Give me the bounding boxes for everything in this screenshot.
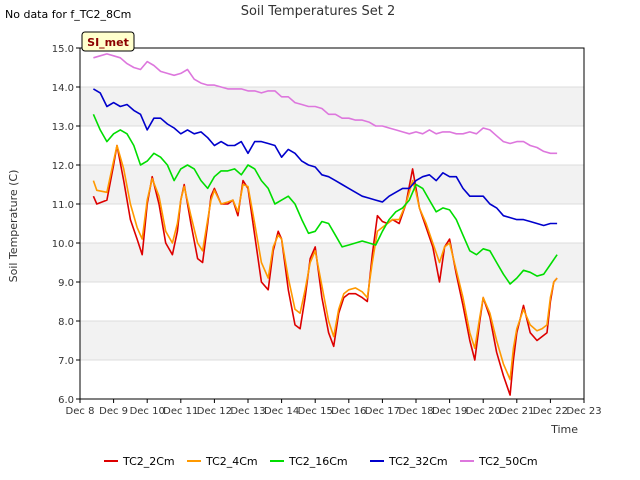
background-band xyxy=(80,87,584,126)
y-tick-label: 11.0 xyxy=(52,200,74,211)
x-tick-label: Dec 9 xyxy=(99,406,128,417)
no-data-notice: No data for f_TC2_8Cm xyxy=(5,8,131,21)
legend-label: TC2_50Cm xyxy=(478,455,538,468)
legend-label: TC2_32Cm xyxy=(388,455,448,468)
site-badge-label: SI_met xyxy=(87,36,129,49)
legend-label: TC2_4Cm xyxy=(205,455,258,468)
series-line-tc2-16cm xyxy=(92,113,558,285)
plot-frame xyxy=(79,47,585,400)
series-line-tc2-50cm xyxy=(93,53,558,155)
x-tick-label: Dec 16 xyxy=(331,406,366,417)
y-axis-ticks: 6.0 7.0 8.0 9.0 10.0 11.0 12.0 13.0 14.0 15.0 xyxy=(52,44,80,406)
background-band xyxy=(80,243,584,282)
x-tick-label: Dec 8 xyxy=(66,406,95,417)
x-tick-label: Dec 18 xyxy=(398,406,433,417)
x-tick-label: Dec 10 xyxy=(130,406,165,417)
y-tick-label: 13.0 xyxy=(52,122,74,133)
y-tick-label: 15.0 xyxy=(52,44,74,55)
y-tick-label: 7.0 xyxy=(58,356,74,367)
x-tick-label: Dec 13 xyxy=(230,406,265,417)
x-tick-label: Dec 11 xyxy=(163,406,198,417)
x-tick-label: Dec 23 xyxy=(566,406,601,417)
legend: TC2_2Cm TC2_4Cm TC2_16Cm TC2_32Cm TC2_50Cm xyxy=(104,455,538,468)
x-tick-label: Dec 21 xyxy=(499,406,534,417)
y-tick-label: 8.0 xyxy=(58,317,74,328)
x-tick-label: Dec 17 xyxy=(365,406,400,417)
x-tick-label: Dec 20 xyxy=(466,406,501,417)
y-tick-label: 14.0 xyxy=(52,83,74,94)
x-tick-label: Dec 12 xyxy=(197,406,232,417)
x-tick-label: Dec 15 xyxy=(298,406,333,417)
series-lines xyxy=(92,53,558,396)
series-line-tc2-32cm xyxy=(92,88,558,227)
x-tick-label: Dec 19 xyxy=(432,406,467,417)
y-tick-label: 9.0 xyxy=(58,278,74,289)
series-line-tc2-4cm xyxy=(92,144,558,381)
site-badge: SI_met xyxy=(81,31,135,52)
background-bands xyxy=(80,87,584,360)
background-band xyxy=(80,165,584,204)
y-tick-label: 6.0 xyxy=(58,395,74,406)
chart-title: Soil Temperatures Set 2 xyxy=(241,4,396,19)
x-tick-label: Dec 14 xyxy=(264,406,299,417)
legend-label: TC2_2Cm xyxy=(122,455,175,468)
x-axis-label: Time xyxy=(550,423,578,436)
y-tick-label: 12.0 xyxy=(52,161,74,172)
y-tick-label: 10.0 xyxy=(52,239,74,250)
y-axis-label: Soil Temperature (C) xyxy=(7,170,20,283)
site-badge-box xyxy=(81,31,135,52)
x-tick-label: Dec 22 xyxy=(533,406,568,417)
legend-label: TC2_16Cm xyxy=(288,455,348,468)
